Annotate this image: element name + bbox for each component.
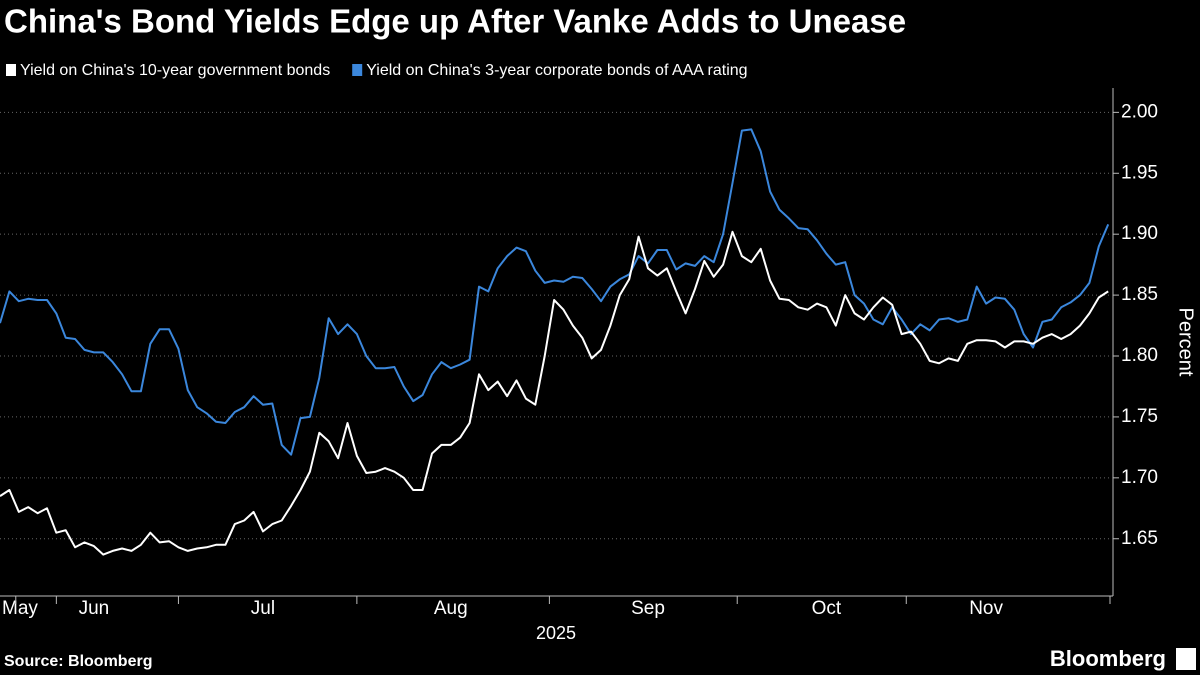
- x-tick-label: Jun: [79, 598, 110, 619]
- x-tick-label: May: [2, 598, 38, 619]
- y-tick-label: 1.80: [1121, 345, 1158, 366]
- x-tick-label: Aug: [434, 598, 468, 619]
- legend-swatch: [6, 64, 16, 76]
- legend-label: Yield on China's 3-year corporate bonds …: [366, 62, 747, 79]
- brand: Bloomberg: [1050, 646, 1166, 671]
- y-tick-label: 2.00: [1121, 101, 1158, 122]
- y-tick-label: 1.70: [1121, 467, 1158, 488]
- brand-icon: [1176, 648, 1196, 670]
- y-axis-label: Percent: [1175, 308, 1197, 377]
- y-tick-label: 1.95: [1121, 162, 1158, 183]
- y-tick-label: 1.75: [1121, 406, 1158, 427]
- series-line: [0, 230, 1109, 556]
- x-tick-label: Oct: [812, 598, 842, 619]
- y-tick-label: 1.85: [1121, 284, 1158, 305]
- source: Source: Bloomberg: [4, 653, 152, 670]
- y-tick-label: 1.90: [1121, 223, 1158, 244]
- y-tick-label: 1.65: [1121, 528, 1158, 549]
- x-tick-label: Jul: [251, 598, 275, 619]
- legend-label: Yield on China's 10-year government bond…: [20, 62, 330, 79]
- x-axis-label: 2025: [536, 623, 576, 643]
- x-tick-label: Nov: [969, 598, 1003, 619]
- x-tick-label: Sep: [631, 598, 665, 619]
- chart-title: China's Bond Yields Edge up After Vanke …: [4, 3, 906, 40]
- legend-swatch: [352, 64, 363, 76]
- series-line: [0, 128, 1110, 456]
